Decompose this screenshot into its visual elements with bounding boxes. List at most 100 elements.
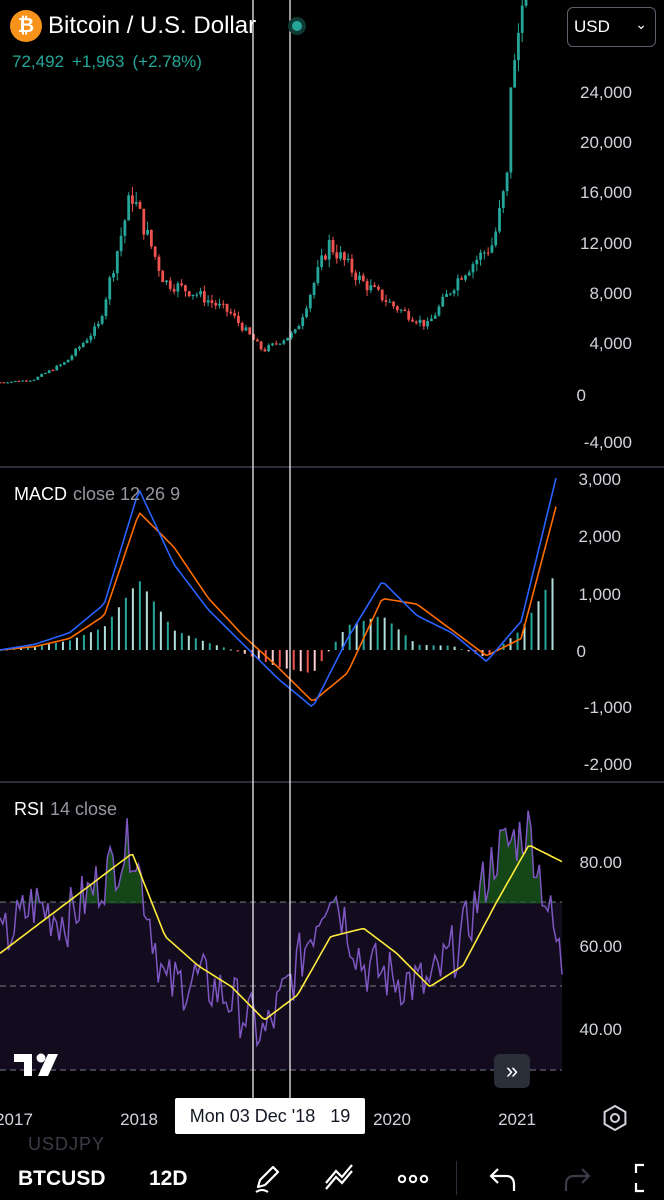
candle xyxy=(108,277,112,300)
candle xyxy=(354,272,358,280)
histogram-bar xyxy=(334,641,337,650)
market-status-indicator[interactable] xyxy=(288,17,306,35)
fullscreen-icon[interactable] xyxy=(630,1161,664,1195)
histogram-bar xyxy=(383,617,386,650)
candle xyxy=(445,293,448,297)
histogram-bar xyxy=(376,616,379,650)
candle xyxy=(157,256,161,271)
price-change: +1,963 xyxy=(72,52,125,71)
candle xyxy=(429,318,433,322)
macd-axis-tick: 0 xyxy=(577,642,586,661)
histogram-bar xyxy=(68,640,71,650)
histogram-bar xyxy=(40,645,43,650)
last-price: 72,492 xyxy=(12,52,64,71)
candle xyxy=(365,281,369,291)
candle xyxy=(274,343,278,345)
candle xyxy=(36,376,40,380)
histogram-bar xyxy=(222,647,225,650)
candle xyxy=(138,202,142,209)
histogram-bar xyxy=(166,621,169,650)
macd-axis-tick: -1,000 xyxy=(584,698,632,717)
candle xyxy=(312,283,316,295)
histogram-bar xyxy=(89,632,92,650)
candle xyxy=(161,270,165,283)
candle xyxy=(32,379,36,381)
currency-select[interactable]: USD ⌄ xyxy=(567,7,656,47)
rsi-overbought-fill xyxy=(0,810,562,904)
candle xyxy=(17,380,21,382)
histogram-bar xyxy=(215,645,218,650)
candle xyxy=(320,255,324,268)
market-open-dot-icon xyxy=(292,21,302,31)
candle xyxy=(240,322,244,331)
candle xyxy=(104,299,108,317)
candle xyxy=(460,278,464,280)
histogram-bar xyxy=(327,650,330,652)
candle xyxy=(448,293,452,295)
candle xyxy=(498,207,501,232)
histogram-bar xyxy=(313,650,316,671)
candle xyxy=(414,321,418,323)
candle xyxy=(134,202,138,204)
settings-icon[interactable] xyxy=(600,1103,630,1133)
histogram-bar xyxy=(278,650,281,668)
draw-trendline-icon[interactable] xyxy=(322,1161,356,1195)
candle xyxy=(517,32,520,61)
interval-button[interactable]: 12D xyxy=(149,1167,188,1190)
histogram-bar xyxy=(47,644,50,650)
macd-axis-tick: -2,000 xyxy=(584,755,632,774)
candle xyxy=(422,319,426,327)
histogram-bar xyxy=(187,635,190,650)
candle xyxy=(176,283,180,292)
redo-icon[interactable] xyxy=(560,1161,594,1195)
candle xyxy=(305,308,308,318)
chart-canvas[interactable]: 24,000 20,000 16,000 12,000 8,000 4,000 … xyxy=(0,0,664,1155)
candle xyxy=(206,300,210,303)
rsi-legend[interactable]: RSI 14 close xyxy=(14,799,117,820)
macd-legend[interactable]: MACD close 12 26 9 xyxy=(14,484,180,505)
candle xyxy=(433,315,437,319)
histogram-bar xyxy=(96,629,99,650)
candle xyxy=(184,285,187,292)
time-axis-label: 2017 xyxy=(0,1110,33,1129)
bitcoin-icon: ₿ xyxy=(10,10,42,42)
price-axis-tick: 12,000 xyxy=(580,234,632,253)
macd-name: MACD xyxy=(14,484,67,504)
candle xyxy=(62,362,66,365)
candle xyxy=(293,329,297,333)
price-axis-tick: -4,000 xyxy=(584,433,632,452)
symbol-title[interactable]: Bitcoin / U.S. Dollar xyxy=(48,12,257,39)
candle xyxy=(229,311,233,314)
time-axis-label: 2018 xyxy=(120,1110,158,1129)
chevron-down-icon: ⌄ xyxy=(635,16,647,32)
histogram-bar xyxy=(201,640,204,650)
histogram-bar xyxy=(418,644,421,650)
candle xyxy=(316,267,320,284)
scroll-to-realtime-button[interactable]: » xyxy=(494,1054,530,1088)
undo-icon[interactable] xyxy=(486,1161,520,1195)
rsi-line xyxy=(0,810,563,1048)
histogram-bar xyxy=(103,626,106,650)
pencil-icon[interactable] xyxy=(250,1161,284,1195)
candle xyxy=(214,302,218,306)
symbol-button[interactable]: BTCUSD xyxy=(18,1167,106,1190)
histogram-bar xyxy=(26,647,29,650)
candle xyxy=(168,280,172,289)
candle xyxy=(467,272,471,276)
histogram-bar xyxy=(299,650,302,672)
candle xyxy=(392,301,395,307)
candle xyxy=(513,60,517,88)
more-icon[interactable] xyxy=(396,1161,430,1195)
histogram-bar xyxy=(523,624,526,650)
candle xyxy=(259,341,263,350)
macd-axis-tick: 1,000 xyxy=(578,585,621,604)
histogram-bar xyxy=(544,589,547,650)
candle xyxy=(85,340,89,343)
candle xyxy=(464,275,467,280)
candle xyxy=(482,252,486,254)
candle xyxy=(267,345,271,352)
candle xyxy=(187,291,191,297)
double-chevron-right-icon: » xyxy=(505,1058,519,1083)
histogram-bar xyxy=(138,581,141,650)
histogram-bar xyxy=(516,632,519,650)
